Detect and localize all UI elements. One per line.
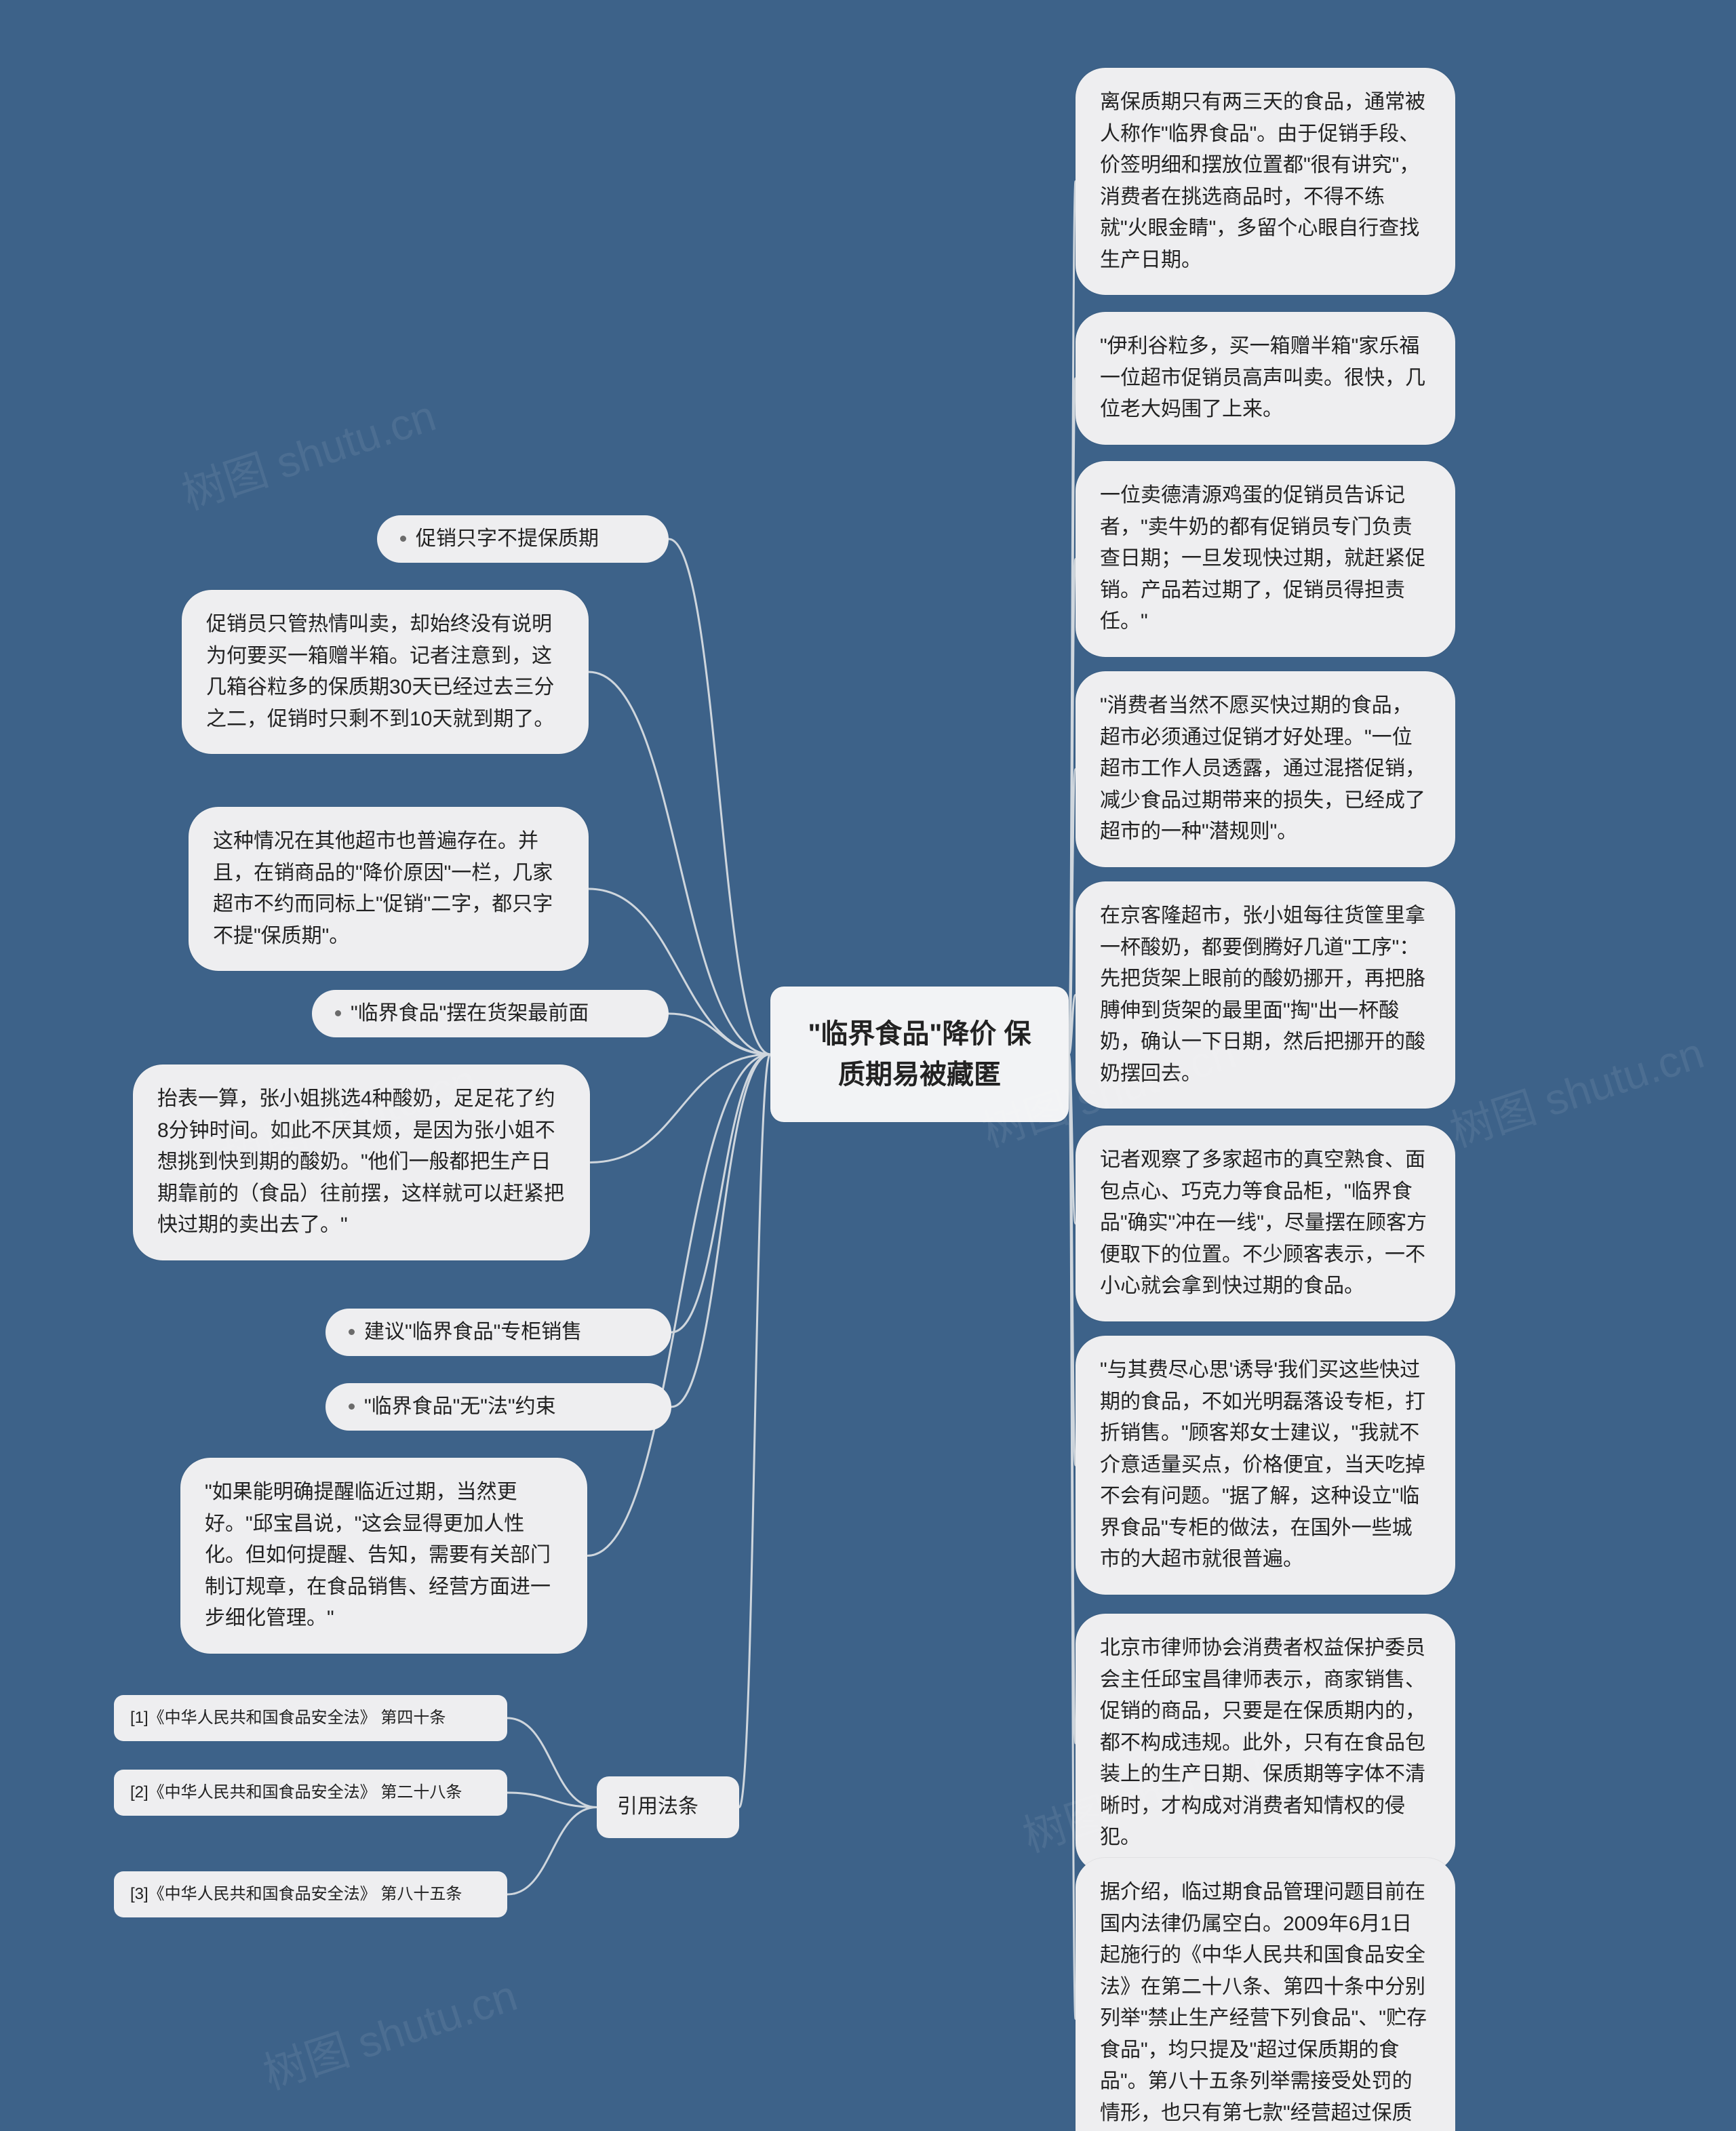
law-ref-1: [1]《中华人民共和国食品安全法》 第四十条 (114, 1695, 507, 1741)
right-node-7: "与其费尽心思'诱导'我们买这些快过期的食品，不如光明磊落设专柜，打折销售。"顾… (1076, 1336, 1455, 1595)
right-node-6-text: 记者观察了多家超市的真空熟食、面包点心、巧克力等食品柜，"临界食品"确实"冲在一… (1100, 1149, 1427, 1297)
right-node-8-text: 北京市律师协会消费者权益保护委员会主任邱宝昌律师表示，商家销售、促销的商品，只要… (1100, 1637, 1425, 1848)
left-node-5-text: 抬表一算，张小姐挑选4种酸奶，足足花了约8分钟时间。如此不厌其烦，是因为张小姐不… (157, 1088, 564, 1236)
watermark: 树图 shutu.cn (1441, 1018, 1710, 1159)
left-node-3-text: 这种情况在其他超市也普遍存在。并且，在销商品的"降价原因"一栏，几家超市不约而同… (213, 830, 553, 947)
watermark: 树图 shutu.cn (173, 381, 442, 521)
law-ref-3: [3]《中华人民共和国食品安全法》 第八十五条 (114, 1871, 507, 1917)
right-node-3-text: 一位卖德清源鸡蛋的促销员告诉记者，"卖牛奶的都有促销员专门负责查日期；一旦发现快… (1100, 484, 1425, 633)
left-pill-1: 促销只字不提保质期 (377, 515, 669, 563)
left-pill-7: "临界食品"无"法"约束 (326, 1383, 671, 1431)
right-node-2-text: "伊利谷粒多，买一箱赠半箱"家乐福一位超市促销员高声叫卖。很快，几位老大妈围了上… (1100, 335, 1425, 420)
right-node-4-text: "消费者当然不愿买快过期的食品，超市必须通过促销才好处理。"一位超市工作人员透露… (1100, 694, 1425, 843)
law-ref-3-text: [3]《中华人民共和国食品安全法》 第八十五条 (130, 1885, 462, 1903)
left-node-8: "如果能明确提醒临近过期，当然更好。"邱宝昌说，"这会显得更加人性化。但如何提醒… (180, 1458, 587, 1654)
right-node-9-text: 据介绍，临过期食品管理问题目前在国内法律仍属空白。2009年6月1日起施行的《中… (1100, 1881, 1427, 2131)
right-node-2: "伊利谷粒多，买一箱赠半箱"家乐福一位超市促销员高声叫卖。很快，几位老大妈围了上… (1076, 312, 1455, 445)
left-node-5: 抬表一算，张小姐挑选4种酸奶，足足花了约8分钟时间。如此不厌其烦，是因为张小姐不… (133, 1064, 590, 1260)
left-node-2-text: 促销员只管热情叫卖，却始终没有说明为何要买一箱赠半箱。记者注意到，这几箱谷粒多的… (206, 613, 554, 730)
left-pill-4-text: "临界食品"摆在货架最前面 (351, 1002, 589, 1024)
right-node-9: 据介绍，临过期食品管理问题目前在国内法律仍属空白。2009年6月1日起施行的《中… (1076, 1858, 1455, 2131)
right-node-6: 记者观察了多家超市的真空熟食、面包点心、巧克力等食品柜，"临界食品"确实"冲在一… (1076, 1126, 1455, 1321)
left-pill-4: "临界食品"摆在货架最前面 (312, 990, 669, 1037)
right-node-7-text: "与其费尽心思'诱导'我们买这些快过期的食品，不如光明磊落设专柜，打折销售。"顾… (1100, 1359, 1425, 1570)
left-pill-1-text: 促销只字不提保质期 (416, 527, 599, 550)
right-node-5-text: 在京客隆超市，张小姐每往货筐里拿一杯酸奶，都要倒腾好几道"工序"：先把货架上眼前… (1100, 904, 1425, 1085)
right-node-1: 离保质期只有两三天的食品，通常被人称作"临界食品"。由于促销手段、价签明细和摆放… (1076, 68, 1455, 295)
law-ref-2-text: [2]《中华人民共和国食品安全法》 第二十八条 (130, 1783, 462, 1801)
right-node-4: "消费者当然不愿买快过期的食品，超市必须通过促销才好处理。"一位超市工作人员透露… (1076, 671, 1455, 867)
law-branch-label-text: 引用法条 (617, 1795, 698, 1818)
law-ref-1-text: [1]《中华人民共和国食品安全法》 第四十条 (130, 1709, 446, 1727)
left-pill-6: 建议"临界食品"专柜销售 (326, 1309, 671, 1356)
center-topic: "临界食品"降价 保质期易被藏匿 (770, 987, 1069, 1122)
center-topic-text: "临界食品"降价 保质期易被藏匿 (808, 1019, 1031, 1090)
left-pill-7-text: "临界食品"无"法"约束 (364, 1395, 556, 1418)
right-node-5: 在京客隆超市，张小姐每往货筐里拿一杯酸奶，都要倒腾好几道"工序"：先把货架上眼前… (1076, 881, 1455, 1109)
right-node-1-text: 离保质期只有两三天的食品，通常被人称作"临界食品"。由于促销手段、价签明细和摆放… (1100, 91, 1425, 271)
right-node-3: 一位卖德清源鸡蛋的促销员告诉记者，"卖牛奶的都有促销员专门负责查日期；一旦发现快… (1076, 461, 1455, 657)
law-ref-2: [2]《中华人民共和国食品安全法》 第二十八条 (114, 1770, 507, 1816)
right-node-8: 北京市律师协会消费者权益保护委员会主任邱宝昌律师表示，商家销售、促销的商品，只要… (1076, 1614, 1455, 1873)
left-node-3: 这种情况在其他超市也普遍存在。并且，在销商品的"降价原因"一栏，几家超市不约而同… (189, 807, 589, 971)
left-node-8-text: "如果能明确提醒临近过期，当然更好。"邱宝昌说，"这会显得更加人性化。但如何提醒… (205, 1481, 551, 1629)
watermark: 树图 shutu.cn (254, 1961, 524, 2101)
left-pill-6-text: 建议"临界食品"专柜销售 (364, 1321, 582, 1343)
left-node-2: 促销员只管热情叫卖，却始终没有说明为何要买一箱赠半箱。记者注意到，这几箱谷粒多的… (182, 590, 589, 754)
law-branch-label: 引用法条 (597, 1776, 739, 1838)
